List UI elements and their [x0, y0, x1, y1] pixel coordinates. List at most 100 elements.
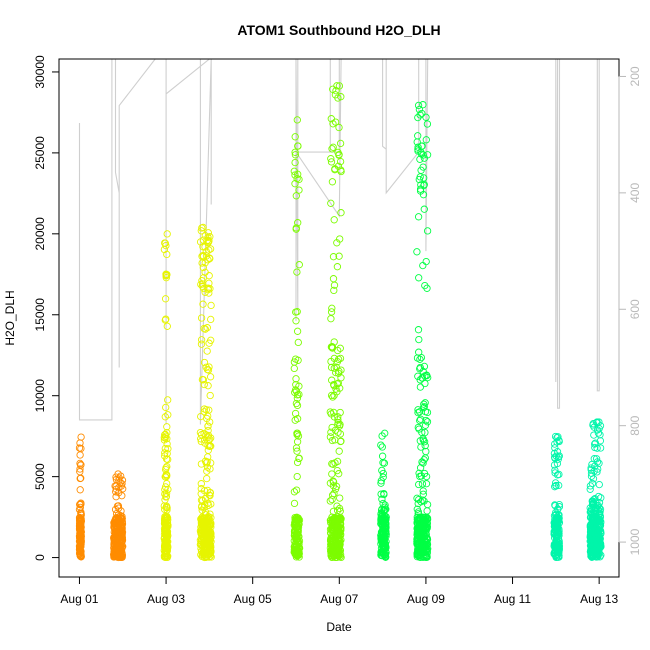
data-point — [419, 436, 428, 444]
data-point — [420, 154, 429, 162]
data-point — [292, 543, 301, 552]
data-point — [379, 469, 387, 478]
data-point — [203, 365, 212, 374]
data-point — [330, 338, 338, 346]
data-point — [414, 132, 422, 140]
data-point — [116, 514, 124, 522]
data-point — [377, 506, 386, 514]
data-point — [201, 288, 209, 296]
x-tick-label: Aug 01 — [60, 592, 98, 606]
data-point — [416, 363, 424, 372]
scatter-series-7 — [377, 429, 390, 561]
data-point — [290, 488, 299, 496]
data-point — [334, 421, 342, 429]
data-point — [198, 282, 207, 290]
data-point — [327, 536, 335, 545]
data-point — [76, 486, 84, 494]
data-point — [328, 178, 337, 186]
data-point — [207, 523, 215, 531]
data-point — [205, 246, 213, 254]
data-point — [590, 431, 598, 439]
data-point — [207, 459, 215, 467]
data-point — [77, 461, 85, 469]
scatter-series-6 — [326, 82, 345, 562]
data-point — [198, 259, 206, 267]
data-point — [204, 513, 213, 521]
data-point — [554, 453, 563, 461]
data-point — [206, 233, 214, 241]
data-point — [329, 253, 338, 261]
y-axis-title: H2O_DLH — [3, 290, 17, 345]
data-point — [77, 509, 85, 518]
data-point — [163, 270, 171, 279]
data-point — [423, 534, 431, 542]
data-point — [293, 429, 302, 437]
data-point — [207, 500, 215, 508]
data-point — [327, 158, 336, 166]
data-point — [332, 363, 340, 371]
x-tick-label: Aug 03 — [147, 592, 185, 606]
data-point — [111, 516, 120, 524]
data-point — [290, 364, 298, 373]
data-point — [419, 552, 427, 561]
data-point — [594, 465, 602, 473]
data-point — [419, 490, 427, 498]
data-point — [161, 515, 170, 523]
data-point — [293, 116, 301, 124]
data-point — [198, 506, 206, 514]
data-point — [418, 480, 427, 488]
data-point — [419, 191, 428, 199]
data-point — [200, 487, 209, 495]
data-point — [337, 209, 345, 217]
data-point — [332, 368, 340, 377]
data-point — [197, 280, 205, 289]
data-point — [197, 340, 206, 348]
data-point — [203, 467, 211, 475]
data-point — [205, 279, 213, 287]
data-point — [593, 458, 602, 466]
data-point — [204, 229, 212, 237]
data-point — [332, 526, 340, 534]
data-point — [424, 373, 432, 382]
y-tick-label: 0 — [33, 554, 47, 561]
data-point — [291, 521, 299, 529]
data-point — [200, 405, 209, 413]
data-point — [327, 308, 336, 316]
data-point — [382, 505, 390, 513]
data-point — [204, 422, 212, 430]
data-point — [163, 322, 171, 330]
data-point — [199, 516, 207, 524]
data-point — [336, 354, 345, 363]
data-point — [294, 523, 302, 531]
scatter-series-3 — [160, 230, 172, 562]
data-point — [292, 486, 301, 494]
data-point — [414, 113, 422, 122]
data-point — [76, 520, 84, 528]
data-point — [203, 474, 211, 483]
data-point — [76, 552, 84, 560]
data-point — [415, 274, 423, 282]
data-point — [76, 451, 84, 459]
data-point — [592, 499, 600, 507]
data-point — [201, 268, 209, 276]
data-point — [555, 542, 564, 550]
data-point — [292, 225, 300, 233]
data-point — [414, 408, 422, 417]
data-point — [419, 404, 428, 412]
data-point — [326, 525, 335, 533]
data-point — [596, 444, 605, 452]
data-point — [197, 336, 206, 344]
data-point — [76, 535, 85, 544]
data-point — [207, 315, 215, 324]
data-point — [161, 316, 169, 324]
data-point — [422, 530, 430, 539]
data-point — [203, 458, 211, 466]
data-point — [161, 430, 169, 439]
data-point — [591, 506, 599, 514]
data-point — [336, 430, 345, 438]
data-point — [381, 429, 389, 437]
data-point — [417, 353, 426, 362]
scatter-series-4 — [196, 223, 215, 562]
plot-clip-group — [75, 59, 605, 562]
data-point — [200, 324, 208, 333]
